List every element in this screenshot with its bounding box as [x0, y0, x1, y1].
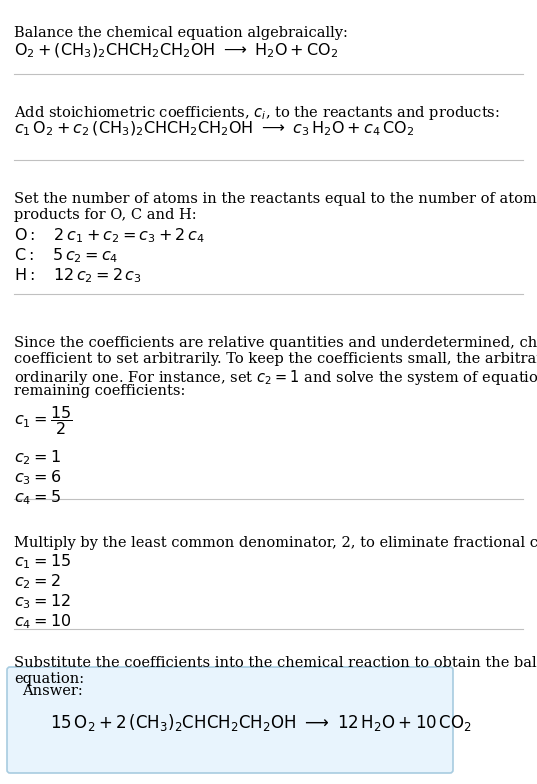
Text: $\mathrm{H}:\quad 12\,c_2 = 2\,c_3$: $\mathrm{H}:\quad 12\,c_2 = 2\,c_3$	[14, 266, 142, 285]
Text: $c_1\,\mathrm{O}_2 + c_2\,(\mathrm{CH}_3)_2\mathrm{CHCH}_2\mathrm{CH}_2\mathrm{O: $c_1\,\mathrm{O}_2 + c_2\,(\mathrm{CH}_3…	[14, 120, 414, 139]
Text: $c_4 = 5$: $c_4 = 5$	[14, 488, 61, 506]
Text: coefficient to set arbitrarily. To keep the coefficients small, the arbitrary va: coefficient to set arbitrarily. To keep …	[14, 352, 537, 366]
Text: remaining coefficients:: remaining coefficients:	[14, 384, 185, 398]
Text: $\mathrm{O}_2 + (\mathrm{CH}_3)_2\mathrm{CHCH}_2\mathrm{CH}_2\mathrm{OH} \ \long: $\mathrm{O}_2 + (\mathrm{CH}_3)_2\mathrm…	[14, 42, 338, 60]
Text: $\mathrm{O}:\quad 2\,c_1 + c_2 = c_3 + 2\,c_4$: $\mathrm{O}:\quad 2\,c_1 + c_2 = c_3 + 2…	[14, 226, 205, 245]
Text: $c_4 = 10$: $c_4 = 10$	[14, 612, 71, 630]
Text: $c_1 = 15$: $c_1 = 15$	[14, 552, 71, 571]
Text: $15\,\mathrm{O}_2 + 2\,(\mathrm{CH}_3)_2\mathrm{CHCH}_2\mathrm{CH}_2\mathrm{OH} : $15\,\mathrm{O}_2 + 2\,(\mathrm{CH}_3)_2…	[50, 712, 472, 733]
Text: Balance the chemical equation algebraically:: Balance the chemical equation algebraica…	[14, 26, 348, 40]
Text: Answer:: Answer:	[22, 684, 83, 698]
Text: products for O, C and H:: products for O, C and H:	[14, 208, 197, 222]
Text: $c_1 = \dfrac{15}{2}$: $c_1 = \dfrac{15}{2}$	[14, 404, 72, 437]
Text: Substitute the coefficients into the chemical reaction to obtain the balanced: Substitute the coefficients into the che…	[14, 656, 537, 670]
Text: Add stoichiometric coefficients, $c_i$, to the reactants and products:: Add stoichiometric coefficients, $c_i$, …	[14, 104, 500, 122]
Text: $\mathrm{C}:\quad 5\,c_2 = c_4$: $\mathrm{C}:\quad 5\,c_2 = c_4$	[14, 246, 119, 265]
Text: Multiply by the least common denominator, 2, to eliminate fractional coefficient: Multiply by the least common denominator…	[14, 536, 537, 550]
Text: equation:: equation:	[14, 672, 84, 686]
Text: $c_3 = 6$: $c_3 = 6$	[14, 468, 61, 487]
FancyBboxPatch shape	[7, 667, 453, 773]
Text: $c_2 = 2$: $c_2 = 2$	[14, 572, 61, 590]
Text: $c_2 = 1$: $c_2 = 1$	[14, 448, 61, 466]
Text: Set the number of atoms in the reactants equal to the number of atoms in the: Set the number of atoms in the reactants…	[14, 192, 537, 206]
Text: $c_3 = 12$: $c_3 = 12$	[14, 592, 71, 611]
Text: Since the coefficients are relative quantities and underdetermined, choose a: Since the coefficients are relative quan…	[14, 336, 537, 350]
Text: ordinarily one. For instance, set $c_2 = 1$ and solve the system of equations fo: ordinarily one. For instance, set $c_2 =…	[14, 368, 537, 387]
